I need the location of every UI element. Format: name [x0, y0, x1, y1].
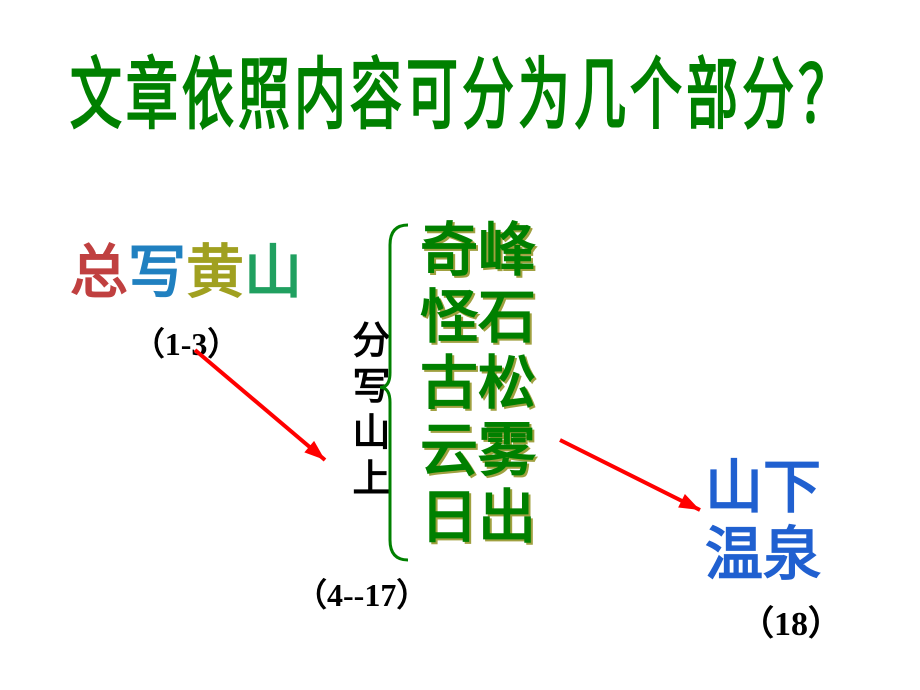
arrow-1	[0, 0, 920, 690]
